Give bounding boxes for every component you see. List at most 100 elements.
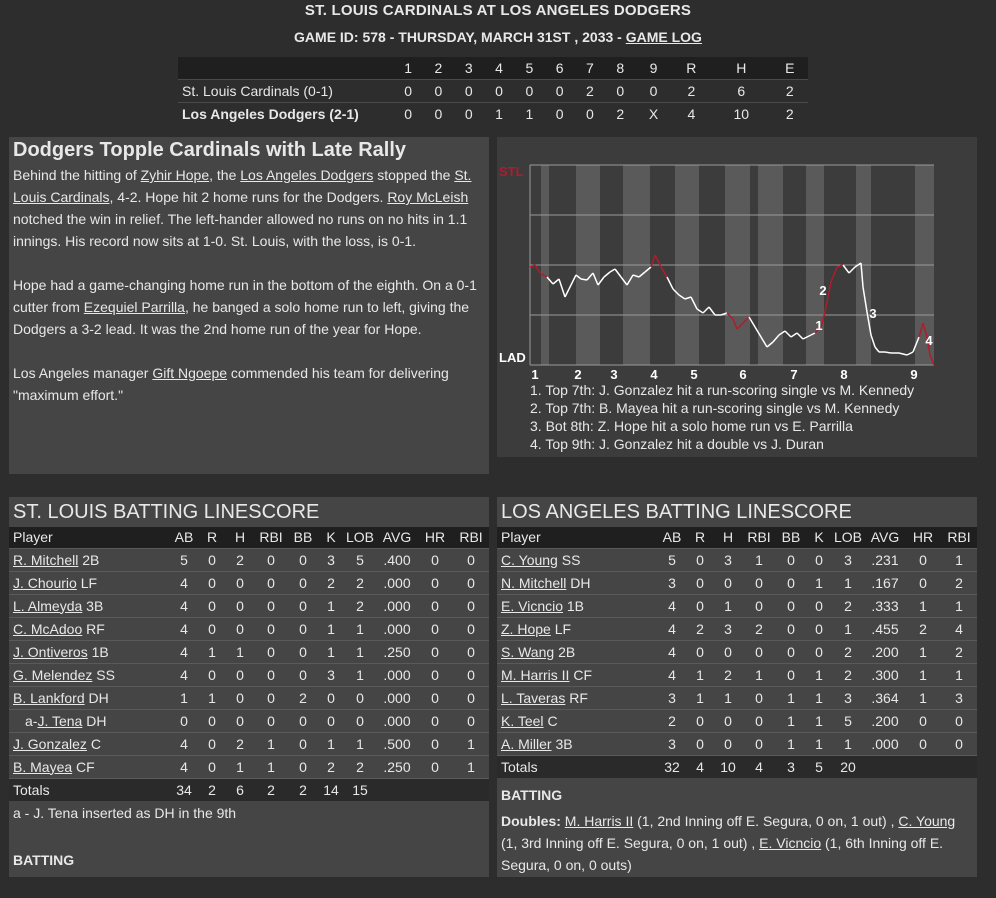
player-link[interactable]: A. Miller xyxy=(501,735,552,752)
player-link[interactable]: J. Ontiveros xyxy=(13,643,88,660)
stat-cell: .364 xyxy=(865,685,905,709)
stl-sub-note: a - J. Tena inserted as DH in the 9th xyxy=(13,805,237,821)
player-position: 3B xyxy=(86,597,104,614)
stat-cell: 0 xyxy=(417,754,453,778)
column-header-rbi: RBI xyxy=(255,527,287,548)
inline-link[interactable]: Ezequiel Parrilla xyxy=(83,299,185,315)
stat-cell: 0 xyxy=(255,708,287,732)
inline-link[interactable]: E. Vicncio xyxy=(759,835,822,851)
player-row: J. Gonzalez C 4 0 2 1 0 1 1.500 0 1 xyxy=(9,731,489,755)
total-cell: 10 xyxy=(713,754,743,778)
win-probability-segment xyxy=(720,312,728,316)
inline-link[interactable]: St. Louis Cardinals xyxy=(13,167,472,205)
win-probability-segment xyxy=(690,296,698,310)
score-cell: 0 xyxy=(635,78,672,102)
stl-axis-label: STL xyxy=(499,164,524,179)
total-cell: 34 xyxy=(169,777,199,801)
stat-cell: 1 xyxy=(831,731,865,755)
column-header-bb: BB xyxy=(775,527,807,548)
win-probability-segment xyxy=(830,266,838,283)
stat-cell: 2 xyxy=(319,570,343,594)
inline-bold-text: Doubles: xyxy=(501,813,565,829)
player-link[interactable]: N. Mitchell xyxy=(501,574,567,591)
column-header-rbi: RBI xyxy=(743,527,775,548)
player-link[interactable]: B. Mayea xyxy=(13,758,73,775)
win-probability-segment xyxy=(929,354,935,366)
stat-cell: 3 xyxy=(657,731,687,755)
stat-cell: 0 xyxy=(319,708,343,732)
stat-cell: 1 xyxy=(775,731,807,755)
player-link[interactable]: M. Harris II xyxy=(501,666,570,683)
player-position: LF xyxy=(554,620,572,637)
stat-cell: 2 xyxy=(941,570,977,594)
player-link[interactable]: J. Gonzalez xyxy=(13,735,87,752)
total-cell xyxy=(941,754,977,778)
player-position: DH xyxy=(88,689,109,706)
stat-cell: 0 xyxy=(255,616,287,640)
stat-cell: 0 xyxy=(417,731,453,755)
inline-link[interactable]: Zyhir Hope xyxy=(140,167,210,183)
total-cell: 5 xyxy=(807,754,831,778)
player-row: G. Melendez SS 4 0 0 0 0 3 1.000 0 0 xyxy=(9,662,489,686)
player-row: L. Taveras RF 3 1 1 0 1 1 3.364 1 3 xyxy=(497,685,977,709)
player-link[interactable]: E. Vicncio xyxy=(501,597,563,614)
stat-cell: 0 xyxy=(453,616,489,640)
inline-link[interactable]: Roy McLeish xyxy=(387,189,469,205)
stat-cell: 0 xyxy=(169,708,199,732)
total-cell xyxy=(377,777,417,801)
player-link[interactable]: K. Teel xyxy=(501,712,544,729)
inline-link[interactable]: Gift Ngoepe xyxy=(152,365,228,381)
player-link[interactable]: C. Young xyxy=(501,551,558,568)
lad-batting-box: LOS ANGELES BATTING LINESCORE Player AB R H… xyxy=(497,497,977,877)
inline-link[interactable]: Los Angeles Dodgers xyxy=(240,167,374,183)
player-link[interactable]: J. Tena xyxy=(37,712,83,729)
player-cell: J. Chourio LF xyxy=(9,570,169,594)
stat-cell: 2 xyxy=(287,685,319,709)
stat-cell: 4 xyxy=(657,593,687,617)
stat-cell: 1 xyxy=(941,593,977,617)
win-probability-segment xyxy=(862,286,868,313)
player-position: 3B xyxy=(555,735,573,752)
player-link[interactable]: L. Almeyda xyxy=(13,597,83,614)
player-link[interactable]: J. Chourio xyxy=(13,574,77,591)
inline-text: (1, 2nd Inning off E. Segura, 0 on, 1 ou… xyxy=(633,813,899,829)
inning-axis-label: 1 xyxy=(531,367,538,382)
player-link[interactable]: S. Wang xyxy=(501,643,555,660)
stat-cell: 3 xyxy=(831,547,865,571)
stat-cell: 0 xyxy=(713,639,743,663)
total-cell: 15 xyxy=(343,777,377,801)
player-position: C xyxy=(90,735,101,752)
stat-cell: .500 xyxy=(377,731,417,755)
player-link[interactable]: Z. Hope xyxy=(501,620,551,637)
stat-cell: 0 xyxy=(225,708,255,732)
column-header-lob: LOB xyxy=(343,527,377,548)
score-cell: X xyxy=(635,101,672,125)
stat-cell: 0 xyxy=(199,547,225,571)
player-cell: E. Vicncio 1B xyxy=(497,593,657,617)
player-link[interactable]: L. Taveras xyxy=(501,689,566,706)
stat-cell: .000 xyxy=(377,616,417,640)
stat-cell: 1 xyxy=(807,662,831,686)
win-probability-segment xyxy=(754,326,762,338)
player-link[interactable]: B. Lankford xyxy=(13,689,85,706)
stat-cell: 4 xyxy=(169,639,199,663)
win-probability-segment xyxy=(766,341,774,348)
lad-batting-label: BATTING xyxy=(501,787,563,803)
inning-header-e: E xyxy=(771,57,808,79)
stat-cell: 0 xyxy=(417,593,453,617)
inline-link[interactable]: M. Harris II xyxy=(564,813,634,829)
stat-cell: 1 xyxy=(343,731,377,755)
game-log-link[interactable]: GAME LOG xyxy=(625,29,702,45)
win-probability-segment xyxy=(926,336,931,356)
stat-cell: 0 xyxy=(225,570,255,594)
player-link[interactable]: C. McAdoo xyxy=(13,620,83,637)
inline-link[interactable]: C. Young xyxy=(898,813,956,829)
recap-paragraph-2: Hope had a game-changing home run in the… xyxy=(13,274,485,340)
player-link[interactable]: G. Melendez xyxy=(13,666,93,683)
stat-cell: 0 xyxy=(199,708,225,732)
stat-cell: 2 xyxy=(343,570,377,594)
player-link[interactable]: R. Mitchell xyxy=(13,551,79,568)
stat-cell: .000 xyxy=(377,708,417,732)
stat-cell: 0 xyxy=(775,570,807,594)
key-event: 1. Top 7th: J. Gonzalez hit a run-scorin… xyxy=(530,382,915,398)
